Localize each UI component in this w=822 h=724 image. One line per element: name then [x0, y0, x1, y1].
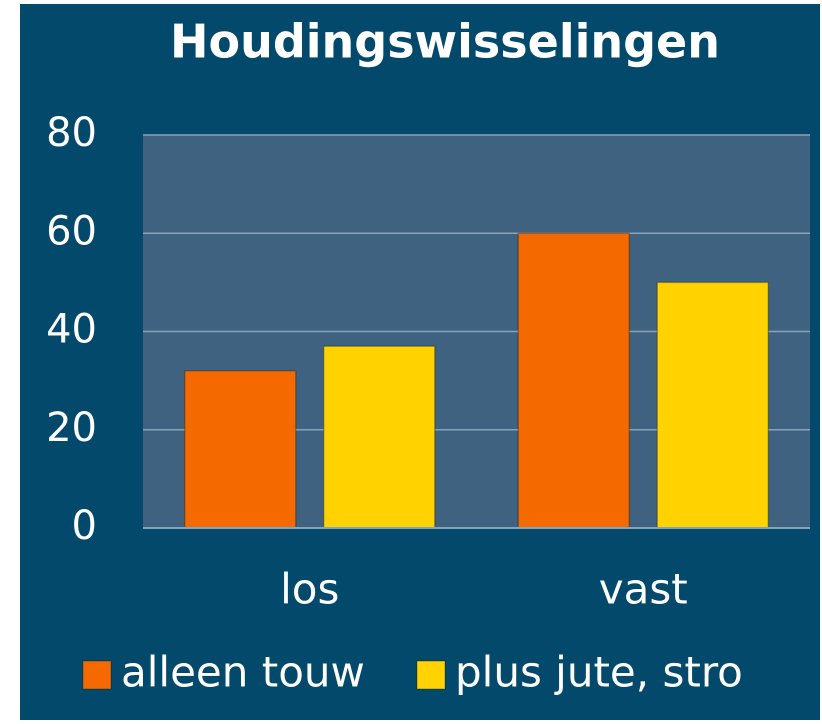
legend-label: plus jute, stro	[455, 648, 743, 697]
y-tick-label: 0	[72, 503, 97, 549]
legend-swatch	[416, 660, 446, 690]
bar	[184, 370, 297, 529]
y-tick-label: 20	[46, 405, 97, 451]
bar	[656, 281, 769, 529]
x-tick-label: vast	[599, 565, 688, 614]
legend-label: alleen touw	[121, 648, 365, 697]
bar	[323, 345, 436, 529]
legend-swatch	[82, 660, 112, 690]
y-tick-label: 40	[46, 307, 97, 353]
y-tick-label: 60	[46, 208, 97, 254]
chart-title: Houdingswisselingen	[170, 15, 720, 69]
bar	[517, 232, 630, 529]
y-tick-label: 80	[46, 110, 97, 156]
x-tick-label: los	[280, 565, 339, 614]
